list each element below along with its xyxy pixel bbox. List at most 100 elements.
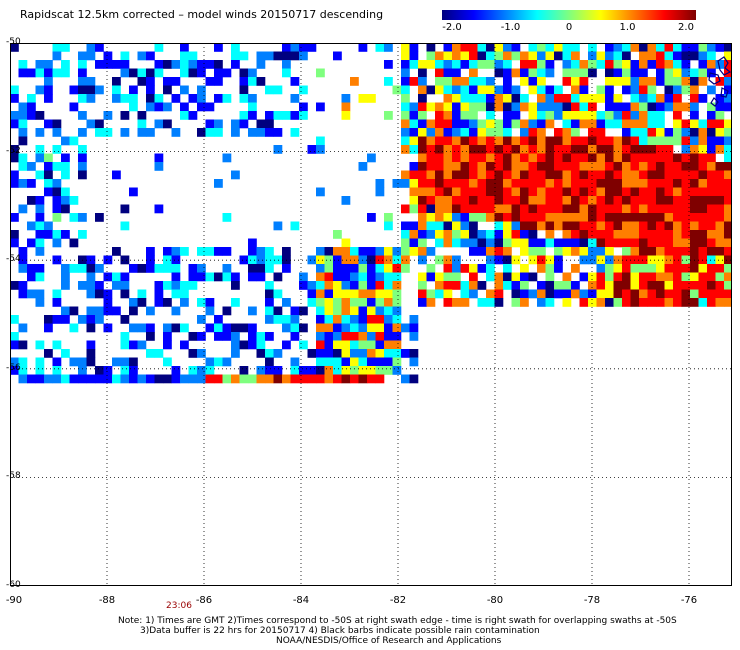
- wind-cell: [647, 136, 657, 146]
- wind-cell: [656, 221, 665, 231]
- wind-cell: [112, 281, 121, 290]
- wind-cell: [137, 374, 147, 384]
- wind-cell: [656, 238, 665, 248]
- wind-cell: [656, 94, 665, 103]
- wind-cell: [724, 298, 732, 307]
- wind-cell: [520, 51, 529, 61]
- wind-cell: [673, 230, 682, 239]
- wind-cell: [52, 204, 62, 214]
- wind-cell: [452, 196, 461, 205]
- wind-cell: [10, 111, 19, 120]
- wind-cell: [511, 153, 521, 163]
- wind-cell: [426, 221, 436, 231]
- wind-cell: [622, 289, 631, 299]
- wind-cell: [715, 102, 725, 112]
- wind-cell: [715, 213, 725, 222]
- wind-cell: [316, 332, 325, 341]
- wind-cell: [545, 238, 555, 248]
- wind-cell: [316, 349, 325, 358]
- wind-cell: [341, 238, 351, 248]
- wind-cell: [605, 255, 614, 265]
- wind-cell: [333, 51, 342, 61]
- wind-cell: [707, 119, 716, 129]
- wind-cell: [545, 272, 555, 282]
- wind-cell: [494, 94, 504, 103]
- wind-cell: [392, 264, 402, 273]
- wind-cell: [163, 298, 172, 307]
- wind-cell: [163, 332, 172, 341]
- wind-cell: [571, 238, 580, 248]
- wind-cell: [630, 162, 640, 171]
- wind-cell: [554, 111, 563, 120]
- wind-cell: [477, 77, 487, 86]
- wind-cell: [86, 43, 96, 52]
- wind-cell: [588, 68, 597, 78]
- wind-cell: [537, 119, 546, 129]
- wind-cell: [282, 323, 291, 333]
- wind-cell: [52, 340, 62, 350]
- wind-cell: [401, 323, 410, 333]
- wind-cell: [698, 162, 708, 171]
- wind-cell: [180, 298, 189, 307]
- wind-cell: [44, 153, 53, 163]
- wind-cell: [554, 281, 563, 290]
- wind-cell: [324, 272, 334, 282]
- wind-cell: [443, 230, 453, 239]
- colorbar-tick: -1.0: [500, 22, 521, 33]
- wind-cell: [205, 128, 215, 137]
- wind-cell: [647, 77, 657, 86]
- wind-cell: [426, 247, 436, 256]
- wind-cell: [630, 119, 640, 129]
- wind-cell: [265, 281, 274, 290]
- wind-cell: [579, 247, 589, 256]
- wind-cell: [588, 187, 597, 197]
- wind-cell: [596, 238, 606, 248]
- wind-cell: [460, 102, 470, 112]
- wind-cell: [61, 272, 70, 282]
- wind-cell: [460, 281, 470, 290]
- wind-cell: [511, 204, 521, 214]
- wind-cell: [656, 255, 665, 265]
- wind-cell: [103, 374, 113, 384]
- wind-cell: [537, 238, 546, 248]
- wind-cell: [18, 204, 28, 214]
- wind-cell: [452, 60, 461, 69]
- wind-cell: [528, 196, 538, 205]
- wind-cell: [494, 221, 504, 231]
- wind-cell: [656, 298, 665, 307]
- wind-cell: [639, 289, 648, 299]
- wind-cell: [290, 111, 300, 120]
- wind-cell: [630, 102, 640, 112]
- wind-cell: [622, 196, 631, 205]
- wind-cell: [673, 162, 682, 171]
- wind-cell: [146, 77, 155, 86]
- wind-cell: [647, 221, 657, 231]
- wind-cell: [95, 128, 104, 137]
- wind-cell: [426, 128, 436, 137]
- wind-cell: [571, 68, 580, 78]
- chart-title: Rapidscat 12.5km corrected – model winds…: [20, 8, 384, 21]
- wind-cell: [18, 153, 28, 163]
- wind-cell: [596, 196, 606, 205]
- wind-cell: [35, 366, 45, 375]
- wind-cell: [44, 94, 53, 103]
- wind-cell: [324, 298, 334, 307]
- wind-cell: [477, 187, 487, 197]
- wind-cell: [171, 255, 181, 265]
- wind-cell: [511, 221, 521, 231]
- wind-cell: [622, 221, 631, 231]
- wind-cell: [647, 196, 657, 205]
- wind-cell: [562, 221, 572, 231]
- wind-cell: [18, 119, 28, 129]
- wind-cell: [197, 68, 206, 78]
- wind-cell: [435, 77, 444, 86]
- wind-cell: [537, 111, 546, 120]
- wind-cell: [460, 230, 470, 239]
- wind-cell: [341, 323, 351, 333]
- wind-cell: [103, 323, 113, 333]
- wind-cell: [698, 281, 708, 290]
- wind-cell: [460, 85, 470, 95]
- wind-cell: [333, 281, 342, 290]
- wind-cell: [520, 102, 529, 112]
- wind-cell: [528, 51, 538, 61]
